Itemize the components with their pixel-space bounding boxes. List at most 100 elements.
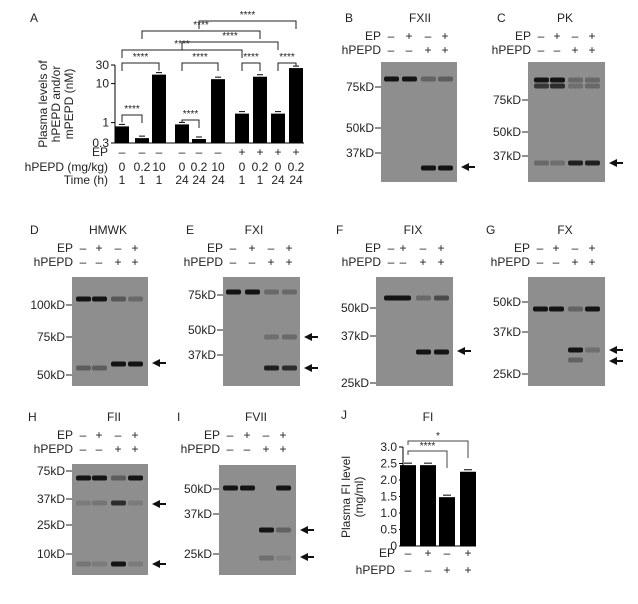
protein-band [568, 160, 583, 166]
row-value-time: 24 [289, 173, 303, 187]
row-label-hpepd: hPEPD [492, 43, 532, 57]
lane-ep-sign: + [285, 241, 292, 255]
significance-bracket [121, 62, 160, 71]
lane-hpepd-sign: + [131, 442, 138, 456]
protein-band [549, 306, 564, 312]
protein-band [92, 500, 107, 506]
row-label-hpepd: hPEPD [184, 255, 224, 269]
lane-hpepd-sign: + [437, 255, 444, 269]
significance-bracket [141, 30, 261, 39]
molecular-weight-marker: 25kD [184, 547, 212, 561]
protein-band [550, 160, 565, 166]
protein-band [111, 361, 126, 367]
molecular-weight-marker: 50kD [493, 295, 521, 309]
row-label-ep: EP [207, 241, 223, 255]
row-label-ep: EP [57, 241, 73, 255]
panel-letter: F [336, 223, 343, 237]
bar [439, 497, 455, 546]
lane-ep-sign: + [588, 241, 595, 255]
arrow-icon [457, 347, 471, 355]
blot-membrane [72, 277, 148, 386]
row-label-hpepd: hPEPD [491, 255, 531, 269]
bar [211, 79, 225, 143]
row-value-time: 1 [156, 173, 163, 187]
lane-ep-sign: – [80, 241, 87, 255]
protein-band [226, 289, 241, 295]
lane-hpepd-sign: + [114, 255, 121, 269]
significance-label: **** [222, 31, 238, 42]
lane-ep-sign: + [243, 428, 250, 442]
protein-band [550, 77, 565, 83]
significance-label: * [436, 431, 440, 442]
lane-ep-sign: – [425, 29, 432, 43]
molecular-weight-marker: 37kD [37, 492, 65, 506]
protein-band [416, 349, 431, 355]
lane-ep-sign: – [115, 241, 122, 255]
lane-ep-sign: – [80, 428, 87, 442]
arrow-icon [152, 359, 166, 367]
blot-title: FXI [245, 223, 264, 237]
lane-ep-sign: + [405, 29, 412, 43]
lane-ep-sign: – [230, 241, 237, 255]
panel-letter: J [341, 408, 347, 422]
blot-title: FXII [409, 11, 431, 25]
row-value-hpepd: 0.2 [288, 160, 305, 174]
lane-ep-sign: + [95, 428, 102, 442]
protein-band [276, 485, 291, 491]
arrow-icon [152, 500, 166, 508]
protein-band [111, 500, 126, 506]
molecular-weight-marker: 75kD [37, 464, 65, 478]
lane-ep-sign: – [115, 428, 122, 442]
protein-band [245, 289, 260, 295]
lane-ep-sign: + [131, 428, 138, 442]
lane-hpepd-sign: + [424, 43, 431, 57]
significance-bracket [181, 62, 219, 71]
row-value-time: 24 [271, 173, 285, 187]
arrow-icon [609, 346, 623, 354]
molecular-weight-marker: 37kD [346, 146, 374, 160]
row-label-ep: EP [57, 428, 73, 442]
protein-band [568, 347, 583, 353]
protein-band [402, 76, 417, 82]
protein-band [76, 365, 91, 371]
protein-band [76, 475, 91, 481]
protein-band [568, 306, 583, 312]
blot-membrane [72, 464, 148, 575]
protein-band [128, 361, 143, 367]
arrow-icon [609, 357, 623, 365]
lane-hpepd-sign: + [114, 442, 121, 456]
bar [420, 465, 436, 546]
blot-membrane [376, 277, 453, 386]
bar [271, 113, 285, 143]
chart-title: FI [423, 410, 434, 424]
y-tick-label: 1 [102, 116, 109, 130]
lane-hpepd-sign: + [419, 255, 426, 269]
lane-ep-sign: – [227, 428, 234, 442]
arrow-icon [609, 159, 623, 167]
lane-ep-sign: – [538, 29, 545, 43]
lane-hpepd-sign: + [571, 255, 578, 269]
significance-bracket [121, 114, 143, 123]
lane-hpepd-sign: – [400, 255, 407, 269]
row-value-hpepd: 0.2 [191, 160, 208, 174]
protein-band [384, 76, 399, 82]
y-tick-label: 1.0 [380, 506, 397, 520]
blot-title: FII [107, 410, 121, 424]
row-label-hpepd: hPEPD [34, 255, 74, 269]
lane-ep-sign: – [537, 241, 544, 255]
protein-band [534, 160, 549, 166]
row-value-ep: + [424, 546, 431, 560]
significance-bracket [198, 20, 297, 29]
significance-bracket [181, 119, 200, 128]
protein-band [568, 83, 583, 89]
significance-bracket [241, 62, 261, 71]
significance-bracket [277, 62, 297, 71]
molecular-weight-marker: 75kD [188, 288, 216, 302]
molecular-weight-marker: 75kD [346, 80, 374, 94]
protein-band [76, 561, 91, 567]
molecular-weight-marker: 50kD [184, 482, 212, 496]
